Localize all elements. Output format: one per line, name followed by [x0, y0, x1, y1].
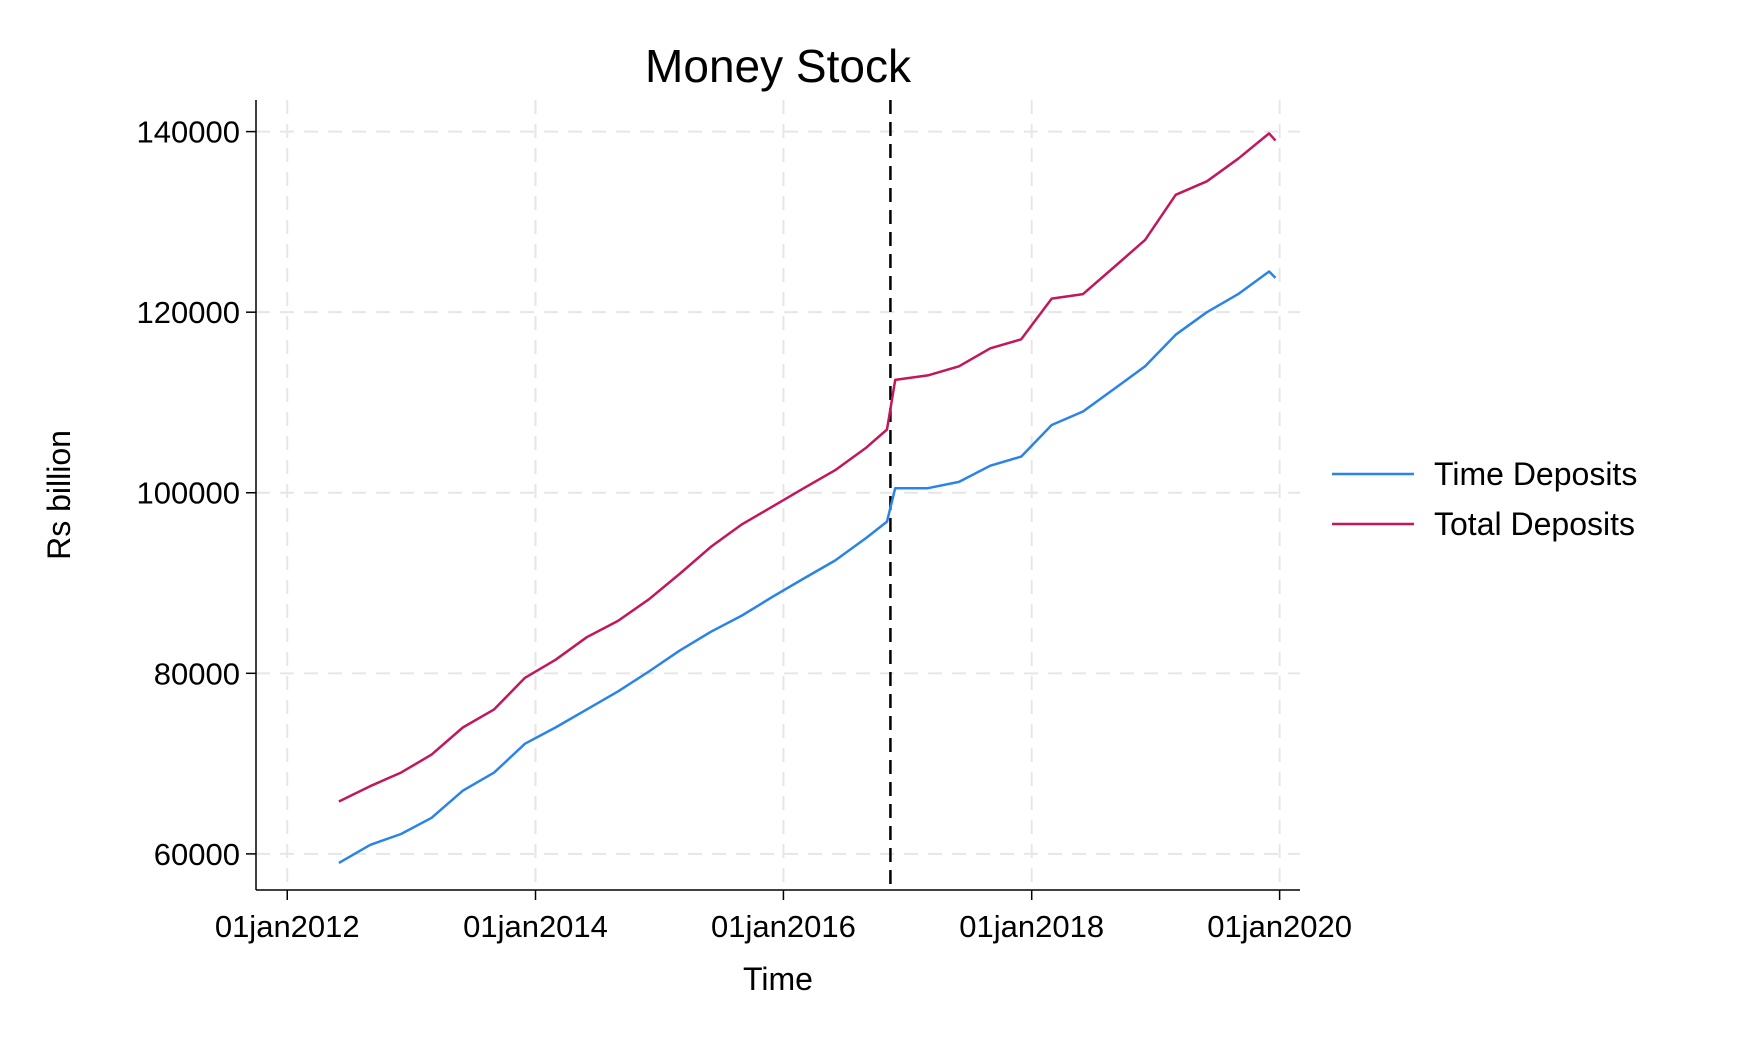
grid-lines — [256, 100, 1300, 890]
x-tick-label: 01jan2014 — [463, 909, 608, 944]
x-ticks: 01jan2012 01jan2014 01jan2016 01jan2018 01ja… — [215, 890, 1352, 944]
y-axis-label: Rs billion — [41, 430, 77, 560]
axes — [255, 100, 1300, 891]
x-tick-label: 01jan2018 — [959, 909, 1104, 944]
legend-label: Time Deposits — [1434, 456, 1637, 492]
y-tick-label: 120000 — [137, 295, 240, 330]
legend: Time Deposits Total Deposits — [1332, 456, 1637, 542]
x-tick-label: 01jan2012 — [215, 909, 360, 944]
series-line-time-deposits — [338, 270, 1277, 864]
series-lines — [338, 132, 1277, 864]
y-tick-label: 100000 — [137, 476, 240, 511]
legend-label: Total Deposits — [1434, 506, 1635, 542]
x-axis-label: Time — [743, 961, 813, 997]
y-ticks: 60000 80000 100000 120000 140000 — [137, 115, 256, 872]
chart-title: Money Stock — [645, 40, 912, 92]
y-tick-label: 80000 — [154, 656, 240, 691]
series-line-total-deposits — [338, 132, 1277, 803]
x-tick-label: 01jan2020 — [1207, 909, 1352, 944]
x-tick-label: 01jan2016 — [711, 909, 856, 944]
y-tick-label: 60000 — [154, 837, 240, 872]
y-tick-label: 140000 — [137, 115, 240, 150]
